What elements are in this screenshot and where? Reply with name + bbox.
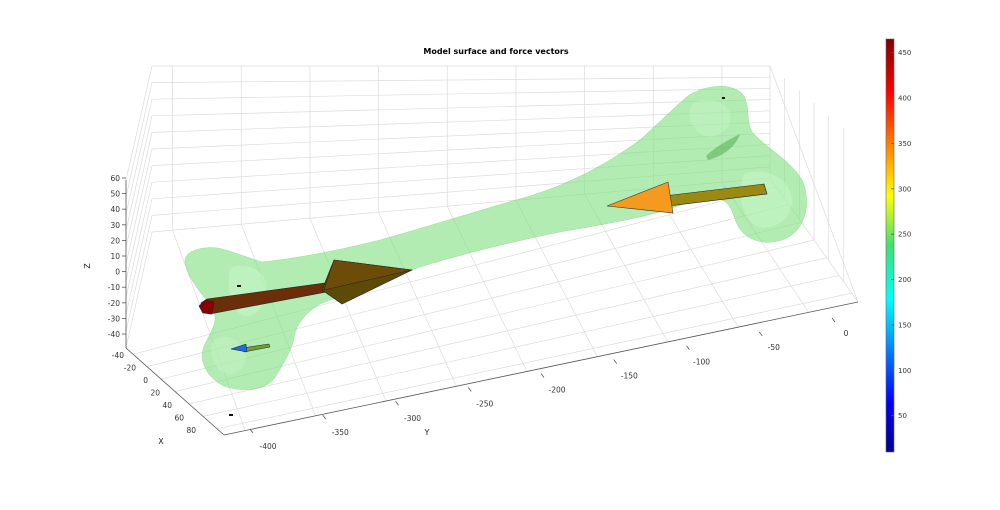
y-tick-mark (540, 373, 545, 378)
x-tick-label: -40 (112, 351, 124, 360)
grid-line (125, 182, 153, 298)
grid-line (151, 88, 771, 100)
y-tick-label: -100 (693, 357, 710, 366)
grid-line (125, 165, 153, 281)
z-axis-label: Z (83, 263, 92, 269)
y-tick-mark (467, 387, 472, 392)
colorbar-tick-label: 50 (898, 412, 907, 420)
bone-surface (184, 85, 807, 416)
force-vector-head-blue (230, 343, 248, 353)
axes (125, 180, 859, 436)
force-vector-tail-red (198, 299, 215, 315)
grid-line (125, 99, 153, 214)
y-axis-line (223, 301, 859, 436)
colorbar-tick-label: 100 (898, 367, 911, 375)
force-vector-head-orange (606, 181, 674, 214)
x-tick-label: 40 (162, 401, 172, 410)
grid-line (125, 82, 153, 197)
grid-line (188, 257, 827, 405)
colorbar-gradient (885, 38, 895, 453)
y-tick-mark (395, 401, 399, 406)
z-tick-label: 30 (110, 221, 120, 230)
z-tick-label: -40 (108, 330, 120, 339)
grid-line (125, 198, 153, 315)
grid-line (216, 292, 852, 430)
y-tick-label: -250 (476, 400, 493, 409)
x-axis-label: X (158, 437, 164, 446)
bone-highlight-condyle (211, 336, 246, 375)
z-tick-label: 40 (110, 205, 120, 214)
surface-speck-3 (229, 414, 233, 416)
x-tick-label: 80 (186, 426, 196, 435)
y-tick-label: -50 (768, 343, 780, 352)
colorbar-tick-label: 350 (898, 140, 911, 148)
y-tick-label: -300 (404, 414, 421, 423)
colorbar-tick-label: 300 (898, 185, 911, 193)
bone-highlight-trochanter (689, 99, 731, 137)
grid-line (151, 76, 771, 83)
y-tick-label: -350 (332, 428, 349, 437)
y-tick-label: -400 (259, 442, 276, 451)
y-tick-mark (613, 359, 618, 364)
x-tick-label: 60 (174, 414, 184, 423)
grid-line (125, 231, 153, 349)
colorbar-tick-label: 400 (898, 95, 911, 103)
grid-line (125, 65, 153, 181)
z-tick-label: 20 (110, 236, 120, 245)
grid-line (125, 215, 153, 332)
colorbar-tick-labels: 450 400 350 300 250 200 150 100 50 (891, 49, 911, 420)
y-tick-labels: -400 -350 -300 -250 -200 -150 -100 -50 0 (249, 317, 849, 451)
y-tick-mark (686, 345, 690, 350)
colorbar-tick-label: 150 (898, 321, 911, 329)
x-tick-label: -20 (124, 364, 136, 373)
z-tick-label: 0 (115, 268, 120, 277)
z-tick-label: 60 (110, 174, 120, 183)
x-axis-line (125, 347, 225, 436)
surface-speck-1 (722, 97, 725, 99)
colorbar-tick-label: 450 (898, 49, 911, 57)
z-tick-labels: 60 50 40 30 20 10 0 -10 -20 -30 -40 (108, 174, 126, 339)
grid-line (151, 110, 771, 133)
bone-dark-fold (706, 134, 740, 160)
grid-line (172, 230, 246, 431)
grid-line (125, 115, 153, 231)
y-tick-label: -150 (621, 371, 638, 380)
grid-line (202, 275, 840, 417)
grid-line (125, 132, 153, 248)
force-vectors (198, 181, 768, 353)
y-tick-label: 0 (844, 329, 849, 338)
bone-surface-shape (184, 85, 807, 390)
surface-speck-2 (237, 285, 241, 287)
x-tick-label: 0 (143, 376, 148, 385)
force-vector-head-red-face (323, 259, 413, 291)
z-tick-label: -10 (108, 283, 120, 292)
grid-line (125, 148, 153, 265)
x-tick-label: 20 (150, 389, 160, 398)
y-tick-mark (758, 331, 763, 337)
chart-title: Model surface and force vectors (423, 47, 569, 56)
y-tick-mark (249, 428, 254, 434)
y-tick-label: -200 (548, 386, 565, 395)
z-tick-label: -20 (108, 299, 120, 308)
y-tick-mark (831, 317, 836, 323)
y-tick-mark (322, 414, 327, 420)
z-tick-label: 50 (110, 190, 120, 199)
grid-lines (125, 65, 859, 431)
colorbar-tick-label: 250 (898, 231, 911, 239)
grid-line (309, 218, 387, 402)
grid-line (151, 99, 771, 117)
z-tick-label: 10 (110, 252, 120, 261)
colorbar: 450 400 350 300 250 200 150 100 50 (885, 38, 911, 453)
y-axis-label: Y (424, 428, 430, 437)
colorbar-tick-label: 200 (898, 276, 911, 284)
z-tick-label: -30 (108, 314, 120, 323)
